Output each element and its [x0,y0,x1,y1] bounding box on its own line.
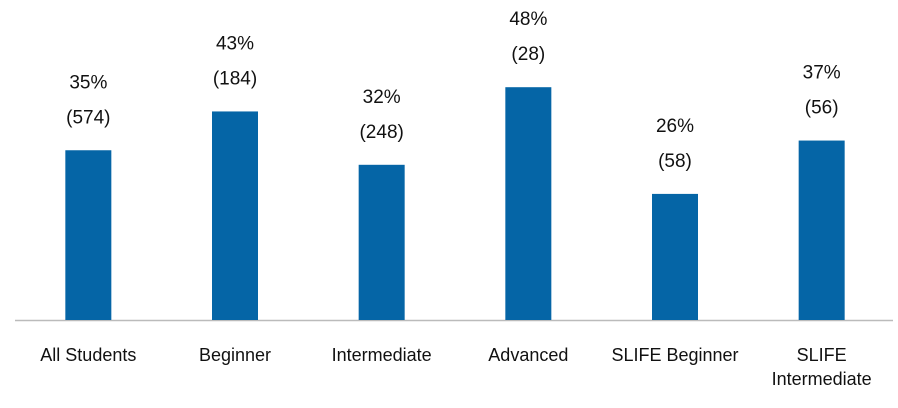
count-label: (248) [359,122,403,143]
bar [505,87,552,320]
value-label: 37% [803,63,841,84]
x-tick-label: SLIFE Beginner [611,345,739,365]
value-label: 35% [69,72,107,93]
value-label: 48% [509,9,547,30]
x-tick-label: SLIFE Intermediate [771,345,872,389]
value-label: 32% [363,87,401,108]
value-label: 43% [216,33,254,54]
count-label: (58) [658,151,692,172]
count-label: (28) [511,44,545,65]
x-tick-label: Beginner [198,345,272,365]
value-label: 26% [656,116,694,137]
count-label: (574) [66,107,110,128]
bar [358,164,405,320]
x-tick-label: Intermediate [331,345,432,365]
count-label: (56) [805,98,839,119]
count-label: (184) [213,68,257,89]
x-tick-label: All Students [40,345,137,365]
x-tick-label: Advanced [488,345,569,365]
bar [212,111,258,320]
bar [798,140,845,320]
bar [652,193,698,320]
bar [65,150,112,320]
